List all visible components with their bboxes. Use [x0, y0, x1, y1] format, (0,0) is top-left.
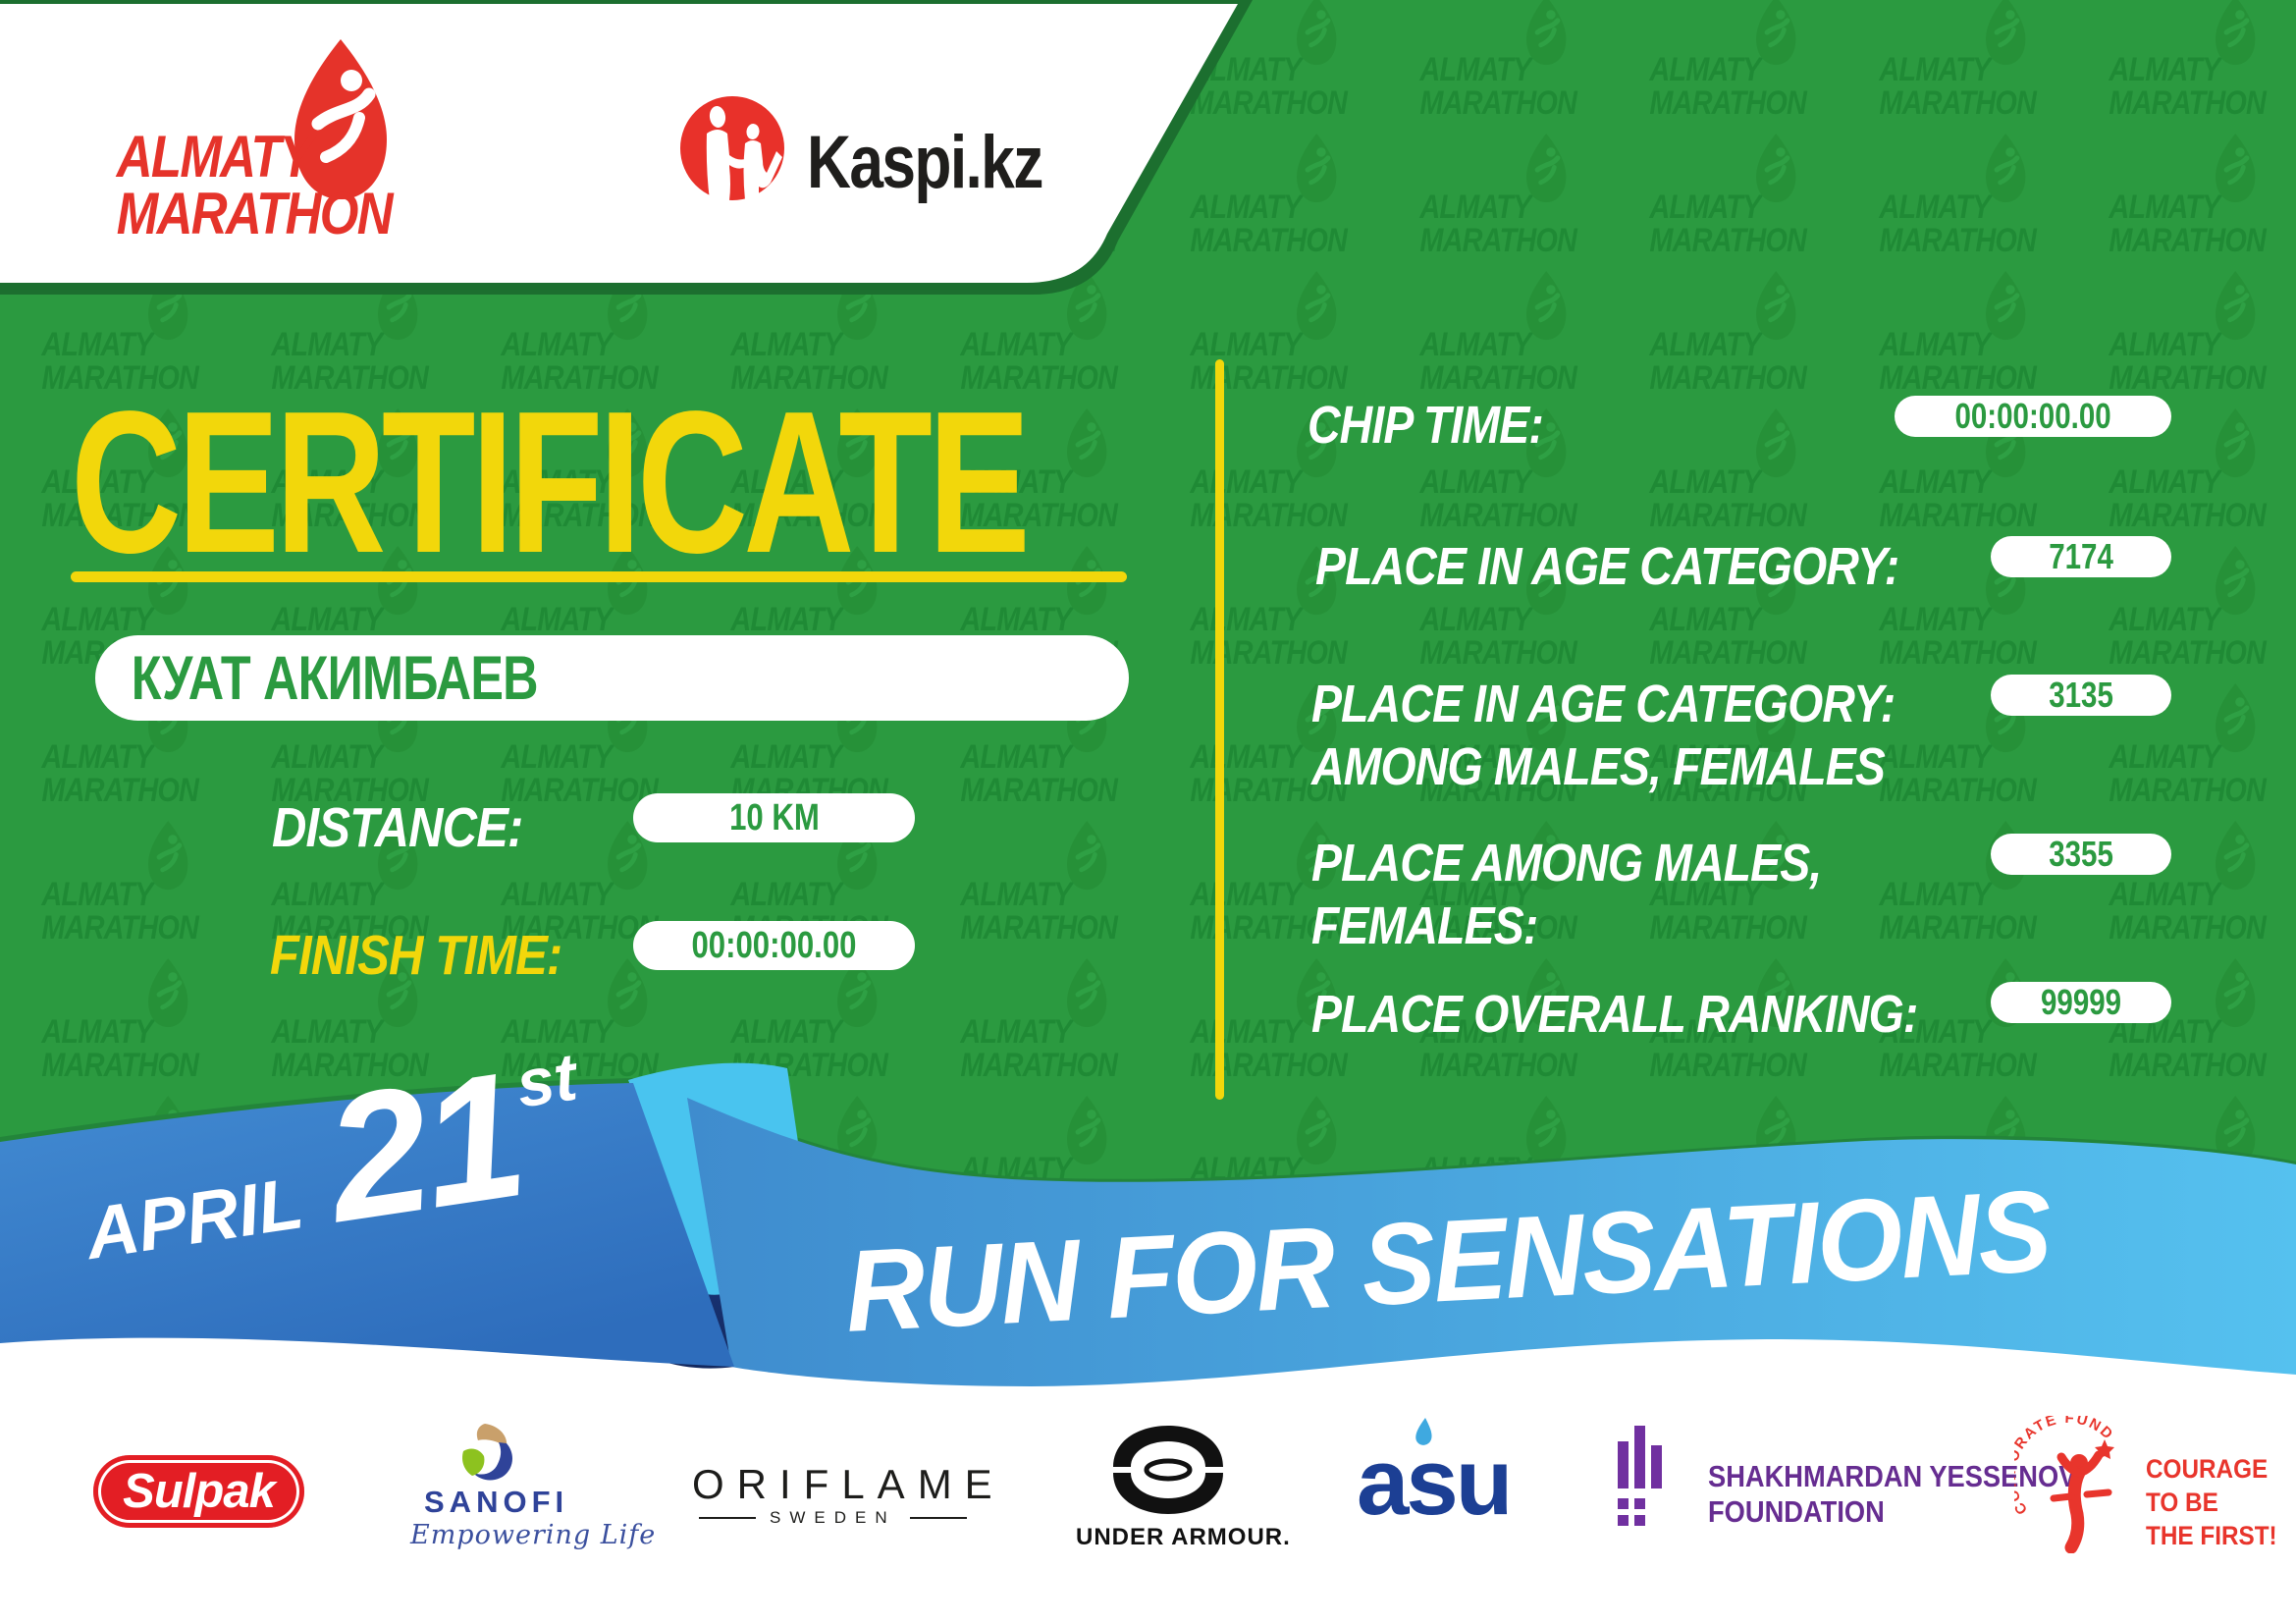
ribbon-main — [687, 1098, 2296, 1386]
sponsor-corporate-fund-icon: CORPORATE FUND — [2014, 1416, 2115, 1553]
result-row-value: 3135 — [2049, 675, 2113, 715]
oriflame-right-line — [909, 1517, 967, 1519]
result-row-value-pill: 3135 — [1991, 675, 2171, 716]
result-row-value: 3355 — [2049, 834, 2113, 874]
runner-name: КУАТ АКИМБАЕВ — [131, 643, 539, 713]
sponsor-sulpak-text: Sulpak — [123, 1465, 276, 1518]
sponsor-oriflame-country: SWEDEN — [770, 1508, 896, 1527]
finish-time-label: FINISH TIME: — [270, 924, 562, 987]
courage-line1: COURAGE — [2146, 1454, 2269, 1484]
header-panel — [0, 4, 1238, 283]
sponsor-under-armour-text: UNDER ARMOUR. — [1076, 1524, 1291, 1550]
result-row-label: PLACE IN AGE CATEGORY: — [1311, 675, 1896, 733]
courage-line2: TO BE — [2146, 1487, 2218, 1517]
almaty-logo-line1: ALMATY — [115, 124, 317, 189]
sponsor-sanofi-tagline: Empowering Life — [410, 1520, 657, 1550]
distance-value-pill: 10 KM — [633, 793, 915, 842]
sponsor-yessenov-text: SHAKHMARDAN YESSENOV FOUNDATION — [1708, 1459, 2076, 1530]
sponsor-oriflame-subtext: SWEDEN — [699, 1508, 967, 1528]
certificate-title: CERTIFICATE — [71, 369, 1031, 595]
sponsor-oriflame-text: ORIFLAME — [692, 1461, 1005, 1507]
distance-value: 10 KM — [728, 796, 820, 839]
result-row-label-line2: FEMALES: — [1311, 896, 1538, 955]
sponsor-under-armour-icon — [1113, 1426, 1223, 1514]
title-underline — [71, 571, 1127, 582]
result-row-label-line2: AMONG MALES, FEMALES — [1311, 737, 1886, 796]
finish-time-value-pill: 00:00:00.00 — [633, 921, 915, 970]
almaty-marathon-logo: ALMATY MARATHON — [115, 39, 397, 245]
courage-line3: THE FIRST! — [2146, 1520, 2277, 1550]
result-row-label: PLACE AMONG MALES, — [1311, 834, 1822, 893]
runner-figure — [2050, 1439, 2114, 1553]
result-row-label: CHIP TIME: — [1308, 396, 1544, 455]
result-row-value-pill: 3355 — [1991, 834, 2171, 875]
sponsor-sulpak-logo: Sulpak — [93, 1455, 304, 1528]
result-row-value: 99999 — [2040, 982, 2122, 1022]
sponsor-yessenov-line2: FOUNDATION — [1708, 1493, 1885, 1529]
sponsor-courage-text: COURAGE TO BE THE FIRST! — [2146, 1453, 2277, 1552]
sponsor-asu-droplet-icon — [1415, 1418, 1432, 1445]
almaty-logo-line2: MARATHON — [117, 181, 395, 245]
result-row-value: 7174 — [2049, 536, 2113, 576]
event-day: 21 — [314, 1033, 534, 1261]
result-row-value-pill: 99999 — [1991, 982, 2171, 1023]
result-row-value-pill: 7174 — [1991, 536, 2171, 577]
almaty-marathon-drop-icon — [294, 39, 387, 199]
event-day-suffix: st — [511, 1039, 582, 1122]
sponsor-yessenov-line1: SHAKHMARDAN YESSENOV — [1708, 1459, 2077, 1493]
result-row-value: 00:00:00.00 — [1954, 396, 2111, 436]
kaspi-logo-text: Kaspi.kz — [807, 121, 1043, 204]
sponsor-sanofi-text: SANOFI — [424, 1485, 569, 1519]
result-row-value-pill: 00:00:00.00 — [1895, 396, 2171, 437]
result-row-label: PLACE OVERALL RANKING: — [1311, 985, 1918, 1044]
sponsor-asu-text: asu — [1357, 1430, 1513, 1535]
sponsor-sanofi-icon — [462, 1424, 512, 1481]
kaspi-logo-icon — [680, 96, 784, 200]
results-divider — [1215, 359, 1224, 1100]
finish-time-value: 00:00:00.00 — [691, 924, 857, 966]
oriflame-left-line — [699, 1517, 756, 1519]
event-month: APRIL — [80, 1162, 308, 1275]
distance-label: DISTANCE: — [272, 796, 523, 859]
runner-name-field: КУАТ АКИМБАЕВ — [95, 635, 1129, 721]
sponsor-yessenov-icon — [1618, 1426, 1662, 1526]
ribbon-left-segment — [0, 1083, 734, 1367]
result-row-label: PLACE IN AGE CATEGORY: — [1315, 537, 1899, 596]
